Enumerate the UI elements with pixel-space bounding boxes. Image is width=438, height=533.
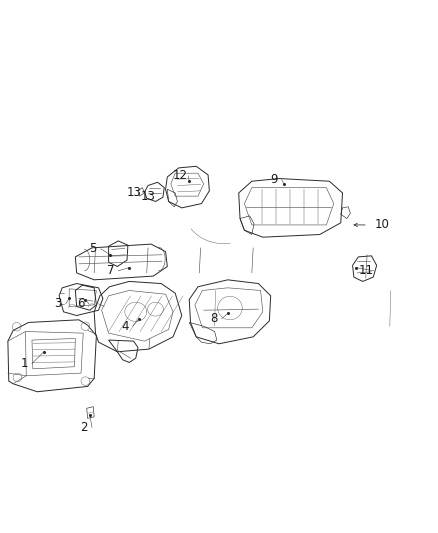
Text: 8: 8: [210, 312, 217, 325]
Text: 3: 3: [54, 297, 61, 310]
Text: 10: 10: [374, 219, 389, 231]
Text: 9: 9: [270, 173, 278, 186]
Text: 13: 13: [127, 187, 141, 199]
Text: 2: 2: [80, 421, 88, 434]
Text: 12: 12: [173, 169, 188, 182]
Text: 1: 1: [20, 357, 28, 370]
Text: 5: 5: [89, 243, 96, 255]
Text: 4: 4: [121, 320, 129, 333]
Text: 6: 6: [77, 297, 85, 310]
Text: 7: 7: [106, 264, 114, 277]
Text: 11: 11: [358, 264, 373, 277]
Text: 13: 13: [141, 190, 155, 203]
